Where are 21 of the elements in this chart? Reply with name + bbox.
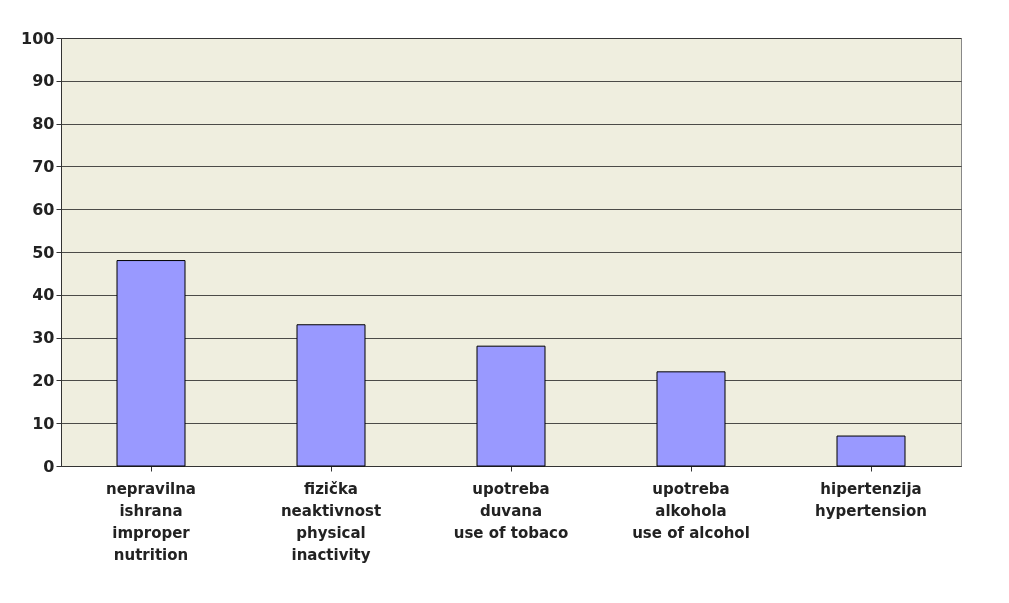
- y-tick-label: 70: [32, 156, 55, 176]
- bar: [656, 371, 726, 467]
- bar: [476, 345, 546, 467]
- y-tick-label: 80: [32, 114, 55, 134]
- x-tick-label: upotreba alkohola use of alcohol: [632, 479, 750, 542]
- x-tick-label: nepravilna ishrana improper nutrition: [106, 479, 196, 564]
- y-tick-label: 20: [32, 370, 55, 390]
- x-tick-label: hipertenzija hypertension: [815, 479, 927, 520]
- y-tick-label: 40: [32, 285, 55, 305]
- y-tick-label: 50: [32, 242, 55, 262]
- y-tick-label: 30: [32, 328, 55, 348]
- y-tick-label: 0: [43, 456, 55, 476]
- y-tick-label: 90: [32, 71, 55, 91]
- x-tick-label: upotreba duvana use of tobaco: [453, 479, 569, 542]
- y-tick-label: 10: [32, 413, 55, 433]
- x-tick-label: fizička neaktivnost physical inactivity: [280, 479, 382, 564]
- y-tick-label: 60: [32, 199, 55, 219]
- bar: [116, 260, 186, 467]
- y-tick-label: 100: [21, 28, 55, 48]
- bar: [296, 324, 366, 467]
- bar: [836, 435, 906, 467]
